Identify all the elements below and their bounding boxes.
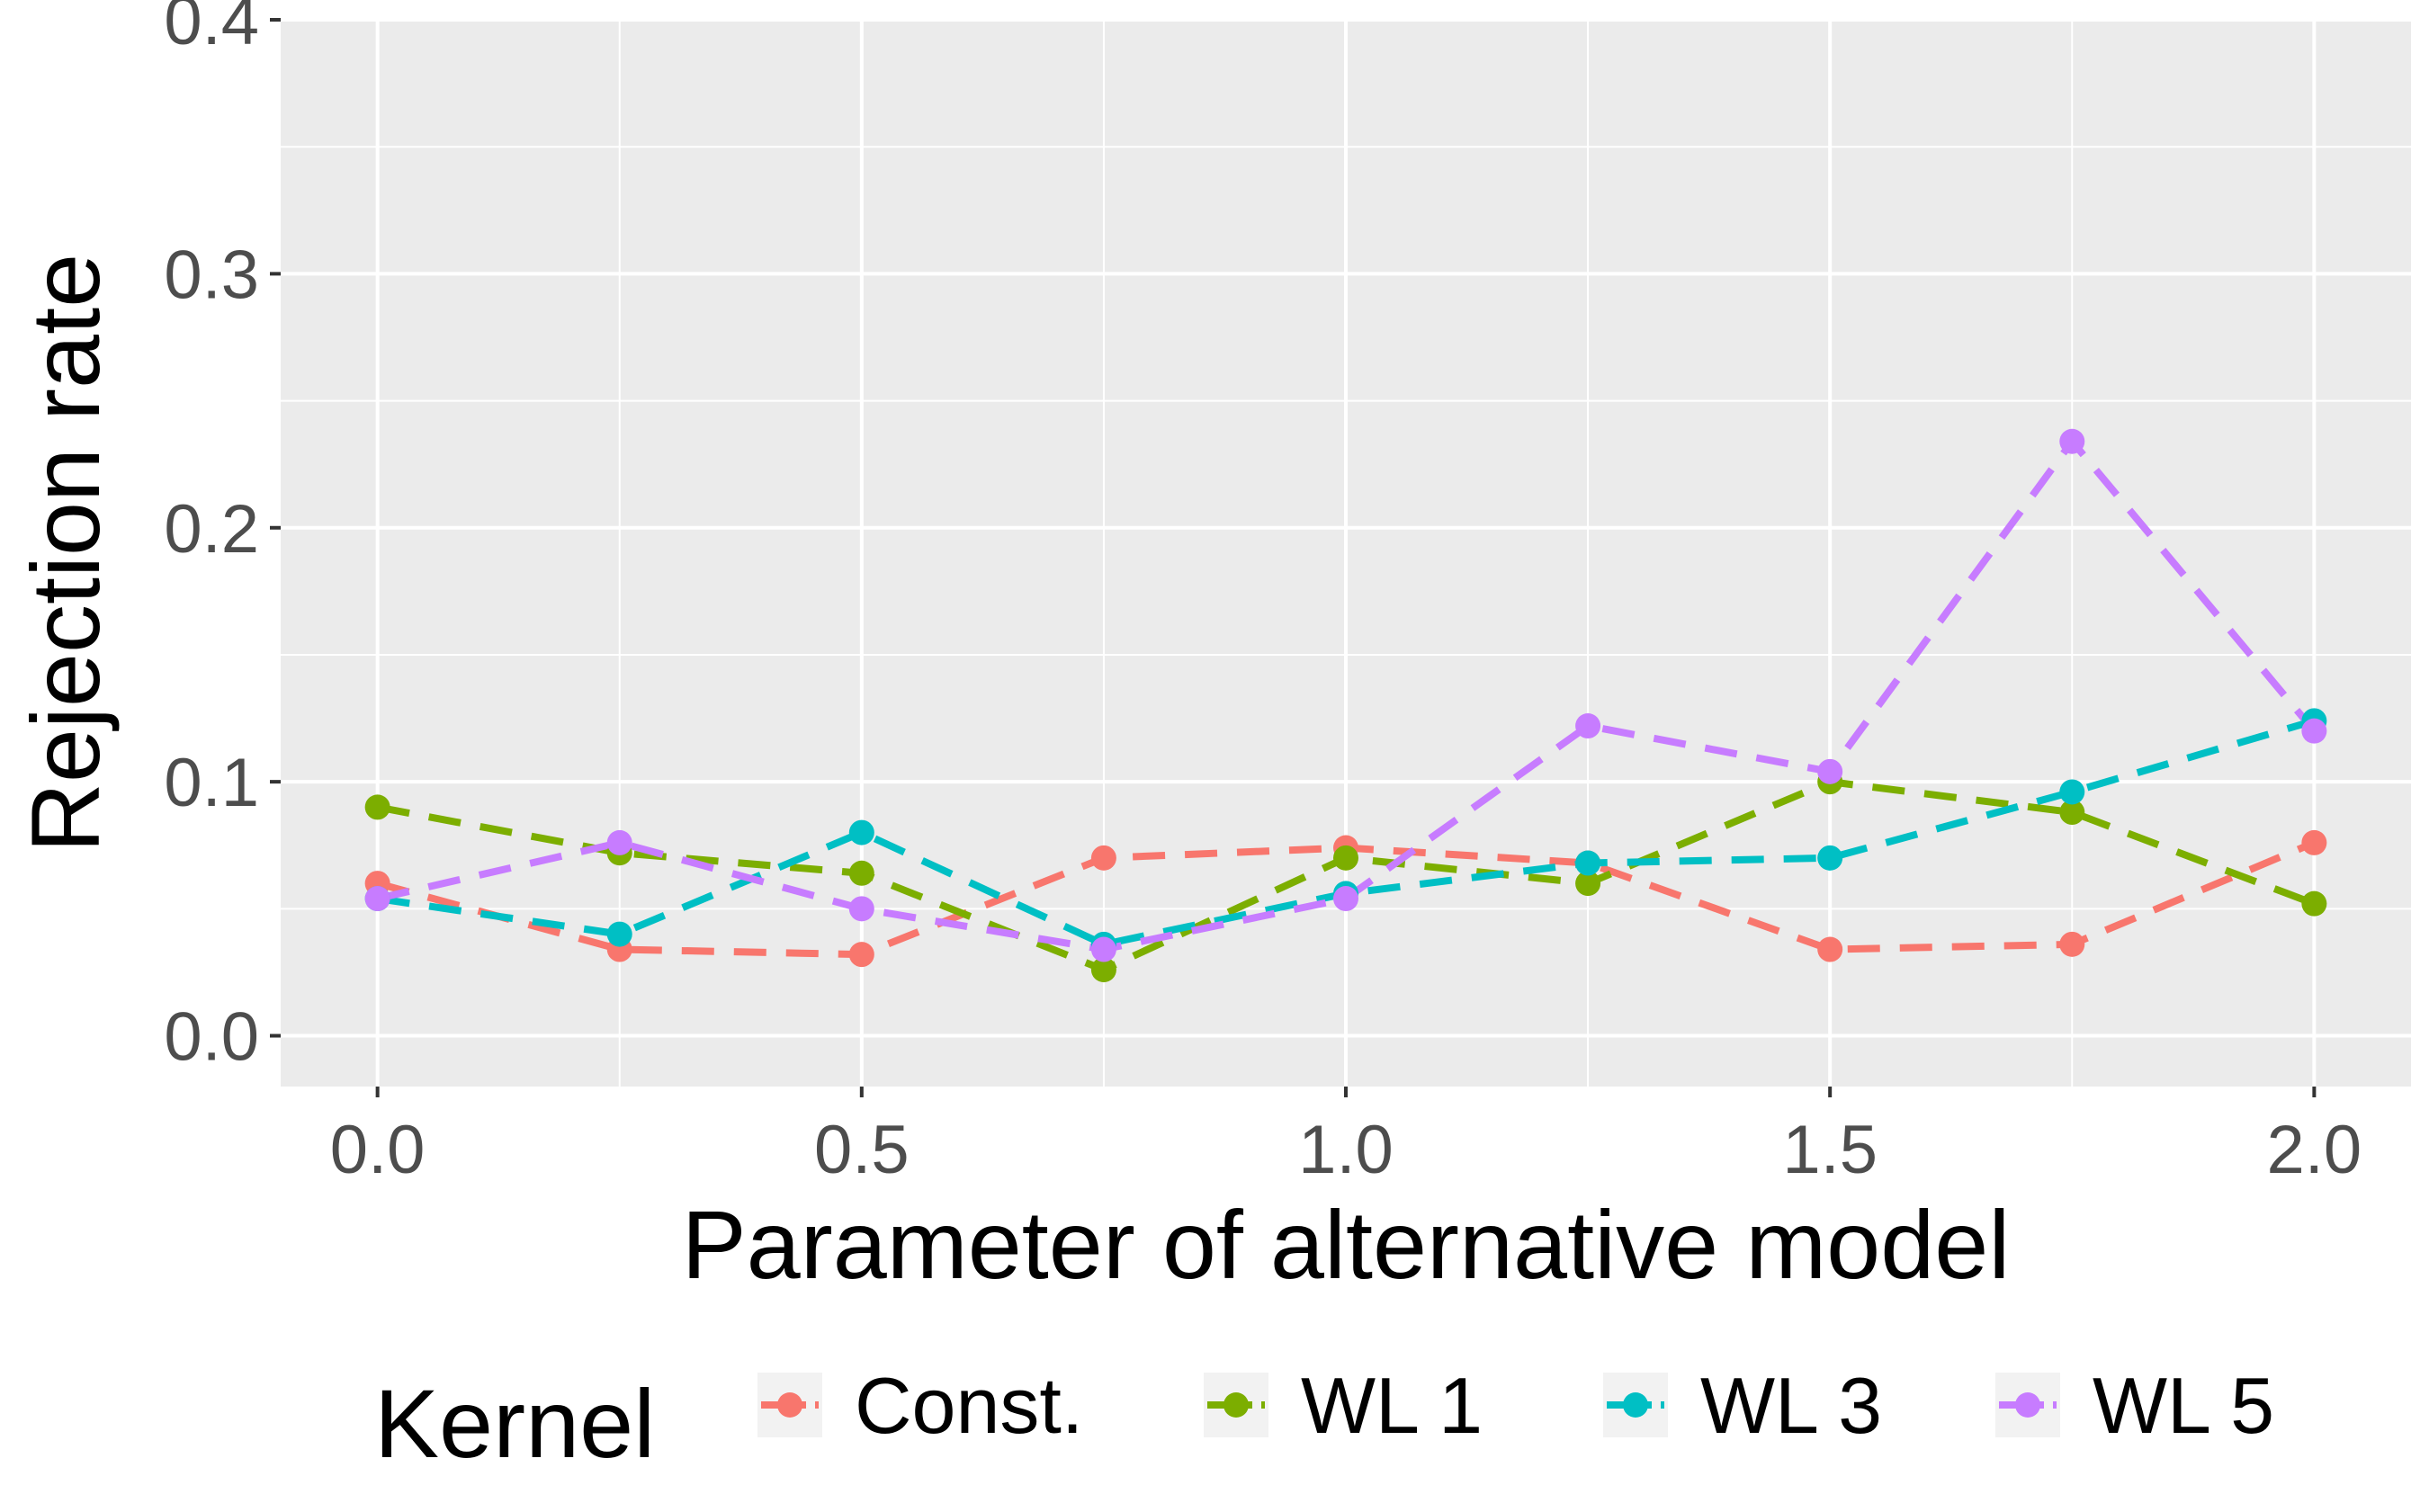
y-tick-label: 0.3 (164, 237, 259, 313)
data-point (1575, 871, 1601, 897)
data-point (2301, 718, 2327, 744)
legend-key-point (2015, 1392, 2040, 1418)
data-point (2059, 428, 2085, 454)
x-tick-label: 1.0 (1298, 1112, 1394, 1188)
legend: Kernel Const. WL 1 WL 3 WL 5 (374, 1361, 2274, 1478)
legend-label: WL 5 (2093, 1361, 2274, 1450)
data-point (848, 942, 874, 968)
y-axis-ticks: 0.0 0.1 0.2 0.3 0.4 (164, 0, 281, 1076)
x-tick-label: 0.5 (814, 1112, 910, 1188)
legend-label: WL 3 (1700, 1361, 1882, 1450)
legend-key-point (777, 1392, 802, 1418)
legend-key-point (1223, 1392, 1249, 1418)
data-point (2059, 800, 2085, 826)
data-point (364, 794, 390, 820)
data-point (1090, 936, 1116, 962)
data-point (1333, 886, 1358, 912)
y-axis-title: Rejection rate (11, 254, 120, 853)
y-tick-label: 0.2 (164, 491, 259, 568)
data-point (364, 886, 390, 912)
y-tick-label: 0.4 (164, 0, 259, 59)
y-tick-label: 0.0 (164, 999, 259, 1076)
data-point (1333, 845, 1358, 871)
x-axis-ticks: 0.0 0.5 1.0 1.5 2.0 (330, 1087, 2362, 1188)
data-point (2301, 890, 2327, 917)
y-tick-label: 0.1 (164, 745, 259, 821)
data-point (2059, 931, 2085, 957)
legend-key-point (1623, 1392, 1648, 1418)
x-tick-label: 0.0 (330, 1112, 426, 1188)
x-tick-label: 1.5 (1782, 1112, 1878, 1188)
x-tick-label: 2.0 (2267, 1112, 2362, 1188)
data-point (1817, 845, 1843, 871)
data-point (606, 921, 632, 947)
legend-label: WL 1 (1301, 1361, 1483, 1450)
legend-label: Const. (855, 1361, 1083, 1450)
series-points (364, 428, 2327, 983)
legend-title: Kernel (374, 1369, 655, 1478)
data-point (848, 860, 874, 886)
data-point (2059, 779, 2085, 805)
data-point (1817, 758, 1843, 784)
data-point (2301, 829, 2327, 855)
data-point (1817, 936, 1843, 962)
data-point (1575, 850, 1601, 876)
data-point (1090, 957, 1116, 983)
x-axis-title: Parameter of alternative model (682, 1190, 2011, 1299)
data-point (1575, 713, 1601, 739)
data-point (848, 896, 874, 922)
data-point (848, 819, 874, 845)
data-point (1090, 845, 1116, 871)
data-point (606, 829, 632, 855)
